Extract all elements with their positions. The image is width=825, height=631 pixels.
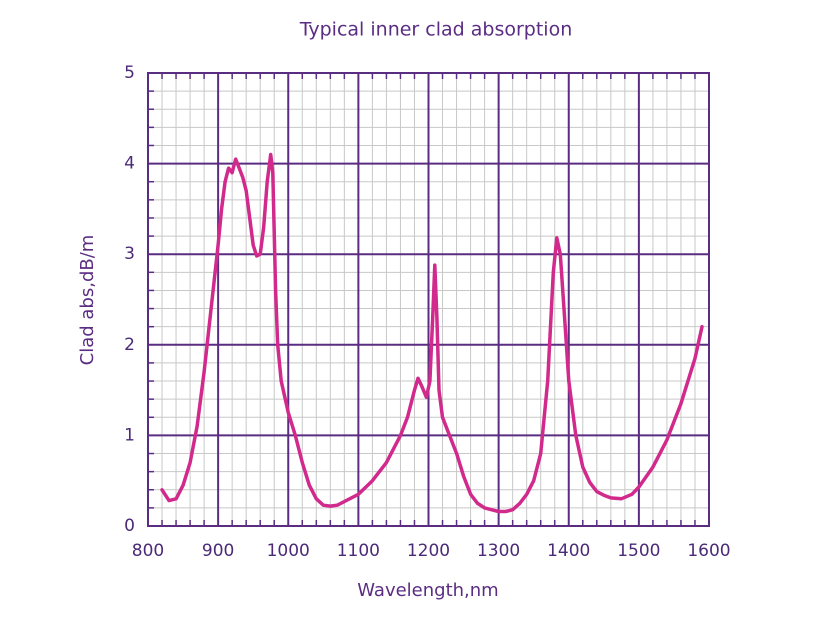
chart-title: Typical inner clad absorption	[299, 19, 573, 41]
x-axis-label: Wavelength,nm	[357, 580, 498, 601]
y-tick-label: 2	[124, 335, 135, 355]
plot-frame	[147, 72, 710, 527]
line-series	[160, 152, 704, 514]
y-axis-label: Clad abs,dB/m	[77, 235, 98, 366]
y-tick-label: 3	[124, 244, 135, 264]
x-tick-label: 1000	[267, 541, 310, 561]
y-tick-label: 1	[124, 425, 135, 445]
x-tick-label: 1600	[687, 541, 730, 561]
y-tick-label: 5	[124, 63, 135, 83]
x-tick-label: 800	[132, 541, 164, 561]
y-tick-label: 4	[124, 154, 135, 174]
x-tick-label: 900	[202, 541, 234, 561]
x-tick-label: 1500	[617, 541, 660, 561]
x-tick-label: 1200	[407, 541, 450, 561]
y-tick-label: 0	[124, 516, 135, 536]
x-tick-label: 1300	[477, 541, 520, 561]
x-tick-label: 1100	[337, 541, 380, 561]
x-tick-label: 1400	[547, 541, 590, 561]
